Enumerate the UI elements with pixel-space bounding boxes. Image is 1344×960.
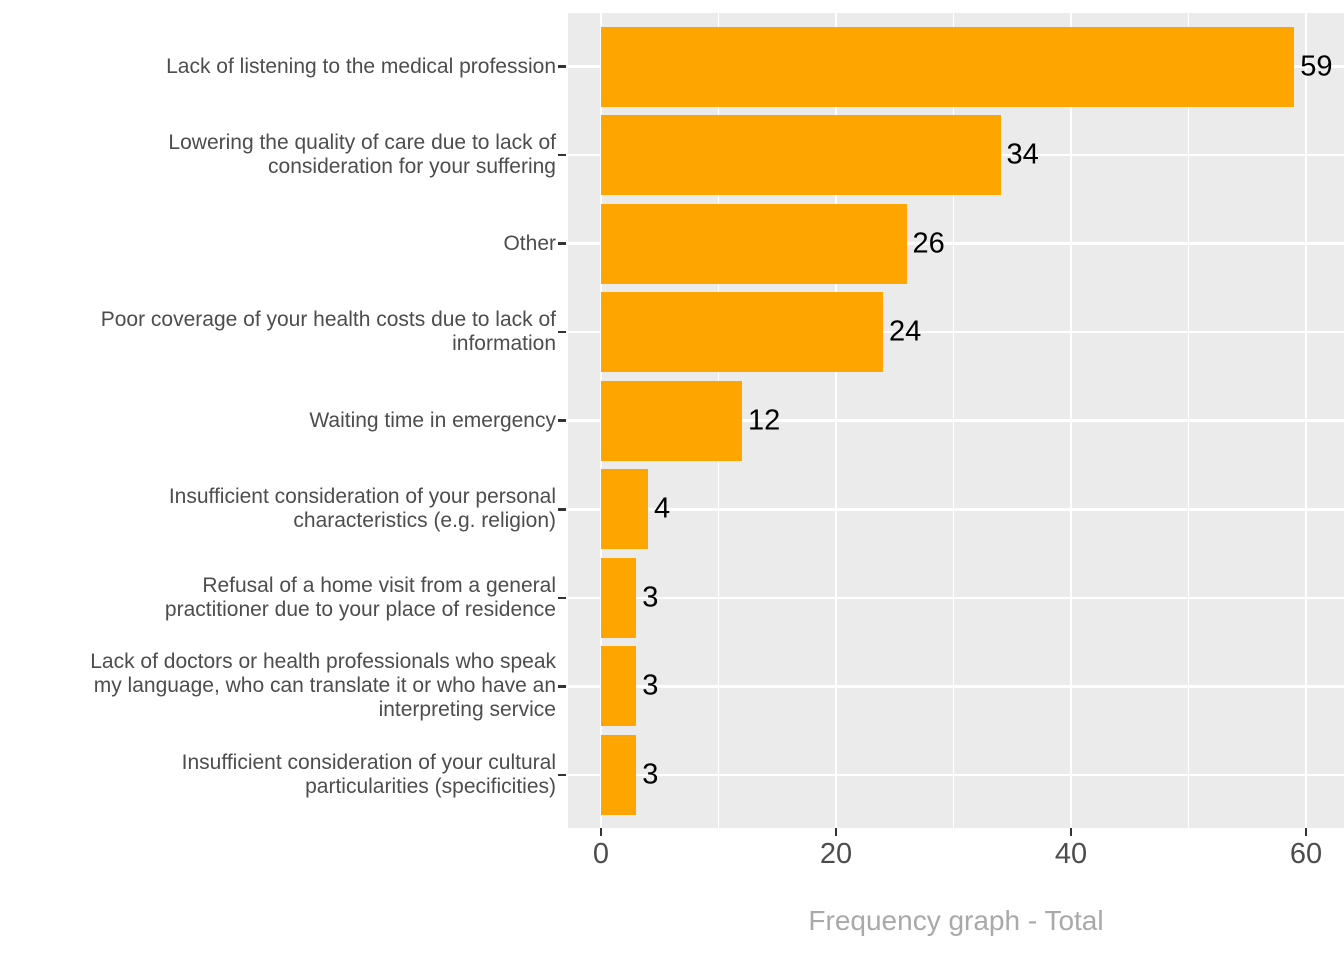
- category-label: Poor coverage of your health costs due t…: [100, 308, 556, 356]
- x-axis-tick-mark: [834, 828, 838, 836]
- gridline-vertical-major: [834, 13, 838, 828]
- x-axis-tick-mark: [599, 828, 603, 836]
- x-axis-tick-label: 60: [1289, 838, 1323, 870]
- bar-value-label: 59: [1300, 50, 1333, 82]
- bar-value-label: 3: [642, 758, 659, 791]
- category-label: Lack of doctors or health professionals …: [90, 650, 556, 722]
- gridline-horizontal: [568, 419, 1344, 422]
- bar-value-label: 26: [912, 227, 945, 260]
- bar: [601, 646, 637, 727]
- bar-value-label: 12: [748, 404, 781, 437]
- gridline-horizontal: [568, 685, 1344, 688]
- gridline-vertical-major: [1069, 13, 1073, 828]
- category-label: Lack of listening to the medical profess…: [166, 54, 556, 78]
- gridline-horizontal: [568, 508, 1344, 511]
- y-axis-tick-mark: [558, 773, 566, 777]
- bar-value-label: 3: [642, 581, 659, 614]
- y-axis-tick-mark: [558, 153, 566, 157]
- gridline-vertical-minor: [952, 13, 955, 828]
- bar-value-label: 4: [654, 492, 671, 525]
- category-label: Waiting time in emergency: [309, 408, 556, 432]
- gridline-horizontal: [568, 773, 1344, 777]
- x-axis-tick-mark: [1069, 828, 1073, 836]
- y-axis-tick-mark: [558, 330, 566, 334]
- x-axis-tick-mark: [1304, 828, 1308, 836]
- bar: [601, 26, 1295, 107]
- bar-value-label: 34: [1006, 138, 1039, 171]
- y-axis-tick-mark: [558, 508, 566, 511]
- x-axis-title: Frequency graph - Total: [808, 905, 1104, 936]
- x-axis-tick-label: 0: [592, 838, 610, 870]
- category-label: Refusal of a home visit from a general p…: [164, 573, 556, 621]
- category-label: Other: [503, 231, 556, 255]
- y-axis-tick-mark: [558, 242, 566, 245]
- y-axis-tick-mark: [558, 419, 566, 422]
- bar: [601, 203, 907, 284]
- bar: [601, 557, 637, 638]
- gridline-vertical-minor: [1187, 13, 1190, 828]
- y-axis-tick-mark: [558, 65, 566, 68]
- bar: [601, 380, 742, 461]
- category-label: Lowering the quality of care due to lack…: [168, 131, 556, 179]
- gridline-horizontal: [568, 242, 1344, 245]
- bar: [601, 292, 883, 373]
- gridline-horizontal: [568, 596, 1344, 600]
- bar: [601, 734, 637, 815]
- category-label: Insufficient consideration of your cultu…: [181, 750, 556, 798]
- bar: [601, 115, 1001, 196]
- x-axis-tick-label: 40: [1054, 838, 1088, 870]
- y-axis-tick-mark: [558, 596, 566, 600]
- bar-value-label: 3: [642, 669, 659, 702]
- gridline-horizontal: [568, 330, 1344, 334]
- category-label: Insufficient consideration of your perso…: [168, 485, 556, 533]
- bar: [601, 469, 648, 550]
- y-axis-labels: Lack of listening to the medical profess…: [0, 0, 556, 960]
- gridline-vertical-major: [1304, 13, 1308, 828]
- bar-value-label: 24: [889, 315, 922, 348]
- x-axis-tick-label: 20: [819, 838, 853, 870]
- plot-panel: 59 34 26 24 12 4 3 3 3: [568, 13, 1344, 828]
- y-axis-tick-mark: [558, 685, 566, 688]
